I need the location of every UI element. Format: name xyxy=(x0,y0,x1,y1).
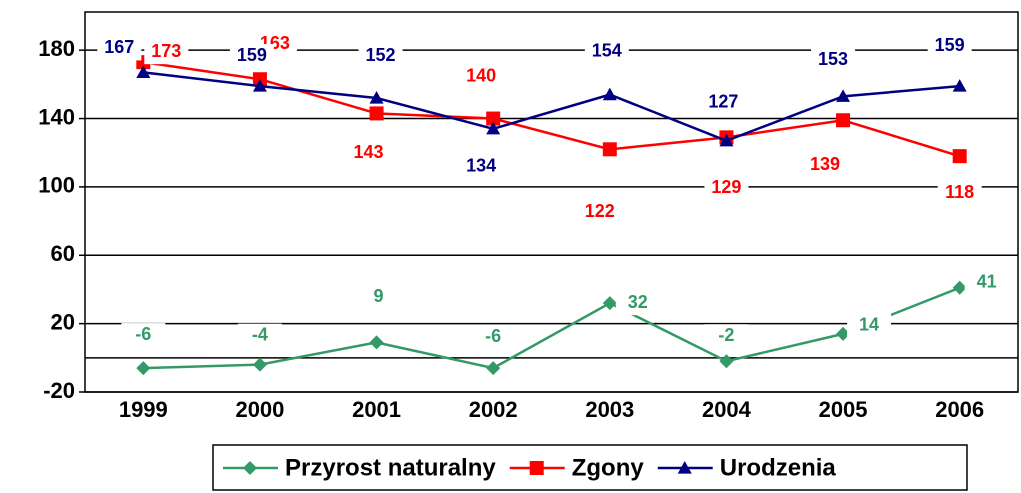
x-tick-label: 2005 xyxy=(819,397,868,422)
data-point xyxy=(952,149,967,164)
legend-marker xyxy=(243,461,257,475)
data-point xyxy=(836,89,851,102)
label-background xyxy=(701,90,746,115)
data-point xyxy=(369,335,384,350)
data-point xyxy=(136,361,151,376)
data-point xyxy=(252,79,267,92)
label-background xyxy=(615,291,660,316)
data-label: -2 xyxy=(718,325,734,345)
y-tick-label: 60 xyxy=(51,241,75,266)
label-background xyxy=(927,34,972,59)
label-background xyxy=(471,325,516,350)
label-background xyxy=(229,44,274,69)
data-point xyxy=(136,65,151,78)
data-label: 173 xyxy=(151,41,181,61)
data-point xyxy=(719,133,734,147)
label-background xyxy=(237,323,282,348)
x-tick-label: 2004 xyxy=(702,397,752,422)
y-tick-label: 140 xyxy=(38,104,75,129)
label-background xyxy=(346,141,391,166)
data-label: 159 xyxy=(935,35,965,55)
data-label: 127 xyxy=(708,92,738,112)
legend-label: Przyrost naturalny xyxy=(285,454,496,481)
data-point xyxy=(486,361,501,376)
label-background xyxy=(937,181,982,206)
data-label: 9 xyxy=(374,286,384,306)
label-background xyxy=(811,48,856,73)
label-background xyxy=(356,285,401,310)
label-background xyxy=(459,154,504,179)
data-label: 139 xyxy=(810,154,840,174)
data-label: 154 xyxy=(592,40,622,60)
data-label: 143 xyxy=(354,142,384,162)
x-tick-label: 2000 xyxy=(235,397,284,422)
data-label: 140 xyxy=(466,65,496,85)
data-label: 153 xyxy=(818,49,848,69)
data-point xyxy=(369,91,384,104)
data-label: 129 xyxy=(711,177,741,197)
label-background xyxy=(358,44,403,69)
label-background xyxy=(964,270,1009,295)
data-point xyxy=(836,113,851,128)
x-tick-label: 2001 xyxy=(352,397,401,422)
x-tick-label: 2006 xyxy=(935,397,984,422)
data-label: -6 xyxy=(485,326,501,346)
label-background xyxy=(121,323,166,348)
legend-label: Zgony xyxy=(572,454,645,481)
label-background xyxy=(584,39,629,64)
label-background xyxy=(459,64,504,89)
data-point xyxy=(602,142,617,157)
label-background xyxy=(803,153,848,178)
data-label: 118 xyxy=(945,182,974,202)
data-label: 14 xyxy=(859,315,879,335)
data-label: 41 xyxy=(977,271,997,291)
label-background xyxy=(847,313,892,338)
y-tick-label: 20 xyxy=(51,309,75,334)
legend xyxy=(212,444,968,491)
data-point xyxy=(486,111,501,126)
legend-label: Urodzenia xyxy=(720,454,837,481)
data-point xyxy=(252,357,267,372)
data-point xyxy=(486,121,501,135)
legend-marker xyxy=(677,461,692,474)
data-label: 167 xyxy=(104,37,134,57)
data-label: 159 xyxy=(237,45,267,65)
series-line xyxy=(143,286,961,370)
label-background xyxy=(704,324,749,349)
data-point xyxy=(602,296,617,311)
data-label: -6 xyxy=(135,324,151,344)
data-label: 122 xyxy=(585,201,615,221)
y-tick-label: 180 xyxy=(38,36,75,61)
series-line xyxy=(143,71,960,143)
data-label: 152 xyxy=(366,45,396,65)
data-point xyxy=(836,326,851,341)
data-label: 134 xyxy=(466,156,496,176)
legend-marker xyxy=(529,461,544,475)
label-background xyxy=(144,40,189,65)
y-tick-label: 100 xyxy=(38,173,75,198)
label-background xyxy=(577,200,622,225)
data-label: 32 xyxy=(628,292,648,312)
label-background xyxy=(704,176,749,201)
x-tick-label: 1999 xyxy=(119,397,168,422)
x-tick-label: 2003 xyxy=(585,397,634,422)
data-point xyxy=(952,79,967,92)
y-tick-label: -20 xyxy=(43,378,75,403)
data-label: -4 xyxy=(252,324,268,344)
series-line xyxy=(143,60,961,158)
data-point xyxy=(719,354,734,369)
x-tick-label: 2002 xyxy=(469,397,518,422)
data-point xyxy=(602,87,617,101)
label-background xyxy=(97,36,142,61)
data-point xyxy=(369,106,384,121)
data-point xyxy=(952,280,967,295)
